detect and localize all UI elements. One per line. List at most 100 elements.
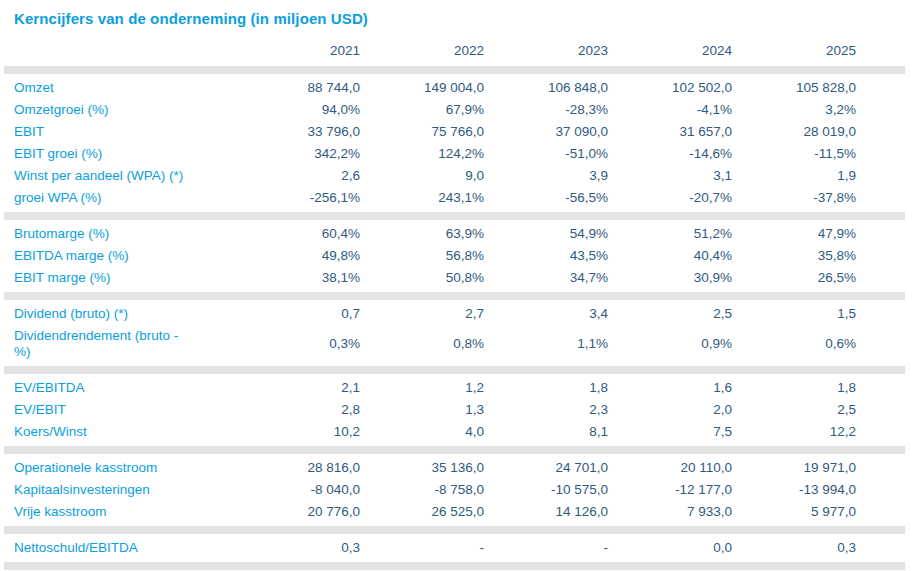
cell-value: 3,2% [732, 99, 856, 121]
spacer [856, 421, 905, 445]
cell-value: 7 933,0 [608, 501, 732, 525]
row-winst-per-aandeel: Winst per aandeel (WPA) (*) 2,6 9,0 3,9 … [4, 165, 905, 187]
cell-value: 63,9% [360, 222, 484, 246]
spacer [856, 187, 905, 211]
cell-value: 24 701,0 [484, 456, 608, 480]
cell-value: 4,0 [360, 421, 484, 445]
spacer [856, 40, 905, 65]
cell-value: 94,0% [236, 99, 360, 121]
cell-value: 12,2 [732, 421, 856, 445]
spacer [856, 165, 905, 187]
row-omzetgroei: Omzetgroei (%) 94,0% 67,9% -28,3% -4,1% … [4, 99, 905, 121]
year-header: 2024 [608, 40, 732, 65]
cell-value: 37 090,0 [484, 121, 608, 143]
row-ebit-groei: EBIT groei (%) 342,2% 124,2% -51,0% -14,… [4, 143, 905, 165]
cell-value: 1,8 [732, 376, 856, 400]
spacer [856, 222, 905, 246]
separator-bar [4, 291, 905, 302]
page-title: Kerncijfers van de onderneming (in miljo… [14, 10, 917, 27]
cell-value: -13 994,0 [732, 479, 856, 501]
row-brutomarge: Brutomarge (%) 60,4% 63,9% 54,9% 51,2% 4… [4, 222, 905, 246]
row-label: Dividendrendement (bruto - %) [4, 325, 236, 365]
row-label: EBIT [4, 121, 236, 143]
cell-value: 1,6 [608, 376, 732, 400]
row-label: EBIT groei (%) [4, 143, 236, 165]
spacer [856, 76, 905, 100]
year-header: 2023 [484, 40, 608, 65]
row-label: Nettoschuld/EBITDA [4, 536, 236, 561]
cell-value: 0,8% [360, 325, 484, 365]
row-ebit-marge: EBIT marge (%) 38,1% 50,8% 34,7% 30,9% 2… [4, 267, 905, 291]
cell-value: 35 136,0 [360, 456, 484, 480]
cell-value: -11,5% [732, 143, 856, 165]
cell-value: -56,5% [484, 187, 608, 211]
separator-bar [4, 211, 905, 222]
cell-value: 105 828,0 [732, 76, 856, 100]
row-ebit: EBIT 33 796,0 75 766,0 37 090,0 31 657,0… [4, 121, 905, 143]
row-groei-wpa: groei WPA (%) -256,1% 243,1% -56,5% -20,… [4, 187, 905, 211]
cell-value: 3,1 [608, 165, 732, 187]
row-nettoschuld-ebitda: Nettoschuld/EBITDA 0,3 - - 0,0 0,3 [4, 536, 905, 561]
cell-value: 1,3 [360, 399, 484, 421]
cell-value: 10,2 [236, 421, 360, 445]
cell-value: -8 040,0 [236, 479, 360, 501]
cell-value: 1,8 [484, 376, 608, 400]
cell-value: -14,6% [608, 143, 732, 165]
cell-value: 7,5 [608, 421, 732, 445]
section-separator [4, 65, 905, 76]
cell-value: 5 977,0 [732, 501, 856, 525]
row-label: Omzetgroei (%) [4, 99, 236, 121]
year-header: 2021 [236, 40, 360, 65]
cell-value: -37,8% [732, 187, 856, 211]
row-vrije-kasstroom: Vrije kasstroom 20 776,0 26 525,0 14 126… [4, 501, 905, 525]
cell-value: 1,9 [732, 165, 856, 187]
cell-value: -20,7% [608, 187, 732, 211]
row-label: groei WPA (%) [4, 187, 236, 211]
row-label: Brutomarge (%) [4, 222, 236, 246]
cell-value: 2,3 [484, 399, 608, 421]
row-label: Koers/Winst [4, 421, 236, 445]
row-label: Winst per aandeel (WPA) (*) [4, 165, 236, 187]
spacer [856, 376, 905, 400]
label-column-header [4, 40, 236, 65]
cell-value: 19 971,0 [732, 456, 856, 480]
cell-value: 2,1 [236, 376, 360, 400]
cell-value: - [360, 536, 484, 561]
cell-value: -28,3% [484, 99, 608, 121]
cell-value: -12 177,0 [608, 479, 732, 501]
cell-value: 0,3 [732, 536, 856, 561]
spacer [856, 536, 905, 561]
cell-value: 20 110,0 [608, 456, 732, 480]
cell-value: 51,2% [608, 222, 732, 246]
row-dividendrendement: Dividendrendement (bruto - %) 0,3% 0,8% … [4, 325, 905, 365]
cell-value: 149 004,0 [360, 76, 484, 100]
cell-value: - [484, 536, 608, 561]
cell-value: 31 657,0 [608, 121, 732, 143]
section-separator [4, 445, 905, 456]
cell-value: -4,1% [608, 99, 732, 121]
row-label: EV/EBITDA [4, 376, 236, 400]
spacer [856, 325, 905, 365]
spacer [856, 302, 905, 326]
row-ev-ebit: EV/EBIT 2,8 1,3 2,3 2,0 2,5 [4, 399, 905, 421]
spacer [856, 456, 905, 480]
cell-value: 56,8% [360, 245, 484, 267]
cell-value: 0,3 [236, 536, 360, 561]
cell-value: 1,5 [732, 302, 856, 326]
spacer [856, 501, 905, 525]
cell-value: 2,0 [608, 399, 732, 421]
cell-value: 34,7% [484, 267, 608, 291]
row-dividend-bruto: Dividend (bruto) (*) 0,7 2,7 3,4 2,5 1,5 [4, 302, 905, 326]
cell-value: 28 019,0 [732, 121, 856, 143]
cell-value: 2,7 [360, 302, 484, 326]
separator-bar [4, 365, 905, 376]
section-separator [4, 211, 905, 222]
section-separator [4, 365, 905, 376]
cell-value: 49,8% [236, 245, 360, 267]
cell-value: 40,4% [608, 245, 732, 267]
cell-value: 33 796,0 [236, 121, 360, 143]
spacer [856, 245, 905, 267]
cell-value: 102 502,0 [608, 76, 732, 100]
cell-value: 2,8 [236, 399, 360, 421]
spacer [856, 479, 905, 501]
